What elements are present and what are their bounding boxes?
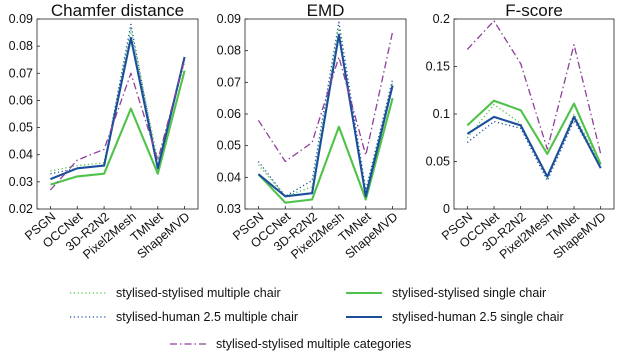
y-tick-label: 0.06 [217,107,241,121]
legend-item-stylised-human-2-5-single-chair: stylised-human 2.5 single chair [346,310,564,324]
y-tick-label: 0.08 [9,39,33,53]
legend-item-stylised-stylised-multiple-chair: stylised-stylised multiple chair [70,286,281,300]
y-tick-label: 0.09 [9,12,33,26]
series-line-stylised-human-2-5-multiple-chair [466,120,602,182]
legend-label: stylised-stylised single chair [392,286,546,300]
panel-title: Chamfer distance [51,1,184,20]
series-line-stylised-stylised-multiple-chair [50,29,186,172]
y-tick-label: 0.03 [9,175,33,189]
series-line-stylised-stylised-multiple-categories [257,31,394,163]
series-line-stylised-stylised-single-chair [466,99,602,165]
plot-frame [453,18,615,210]
legend-item-stylised-stylised-single-chair: stylised-stylised single chair [346,286,546,300]
legend: stylised-stylised multiple chair stylised… [70,286,564,351]
series-line-stylised-stylised-single-chair [257,97,394,204]
y-tick-label: 0.05 [217,139,241,153]
legend-label: stylised-human 2.5 multiple chair [116,310,298,324]
y-tick-label: 0.05 [426,155,450,169]
legend-item-stylised-human-2-5-multiple-chair: stylised-human 2.5 multiple chair [70,310,298,324]
series-line-stylised-stylised-multiple-categories [466,20,602,155]
y-tick-label: 0.2 [433,12,450,26]
y-tick-label: 0.07 [9,66,33,80]
legend-item-stylised-stylised-multiple-categories: stylised-stylised multiple categories [170,337,411,351]
panel-f-score: 00.050.10.150.2PSGNOCCNet3D-R2N2Pixel2Me… [426,1,615,262]
y-tick-label: 0.03 [217,202,241,216]
y-tick-label: 0.05 [9,121,33,135]
y-tick-label: 0.06 [9,93,33,107]
series-line-stylised-stylised-multiple-chair [466,103,602,180]
y-tick-label: 0.08 [217,44,241,58]
y-tick-label: 0.1 [433,107,450,121]
chart-panels: 0.020.030.040.050.060.070.080.09PSGNOCCN… [9,1,615,262]
y-tick-label: 0.09 [217,12,241,26]
series-line-stylised-stylised-single-chair [50,70,186,186]
y-tick-label: 0.02 [9,202,33,216]
series-line-stylised-human-2-5-single-chair [466,115,602,178]
panel-title: F-score [505,1,563,20]
panel-emd: 0.030.040.050.060.070.080.09PSGNOCCNet3D… [217,1,407,262]
series-line-stylised-human-2-5-single-chair [257,33,394,198]
y-tick-label: 0.15 [426,60,450,74]
y-tick-label: 0.07 [217,75,241,89]
legend-label: stylised-stylised multiple chair [116,286,281,300]
series-line-stylised-stylised-multiple-categories [49,59,186,191]
y-tick-label: 0 [443,202,450,216]
legend-label: stylised-stylised multiple categories [216,337,411,351]
series-line-stylised-stylised-multiple-chair [257,27,394,197]
legend-label: stylised-human 2.5 single chair [392,310,564,324]
y-tick-label: 0.04 [9,148,33,162]
panel-chamfer-distance: 0.020.030.040.050.060.070.080.09PSGNOCCN… [9,1,199,262]
panel-title: EMD [307,1,345,20]
series-line-stylised-human-2-5-single-chair [50,36,186,181]
y-tick-label: 0.04 [217,170,241,184]
plot-frame [36,18,199,210]
